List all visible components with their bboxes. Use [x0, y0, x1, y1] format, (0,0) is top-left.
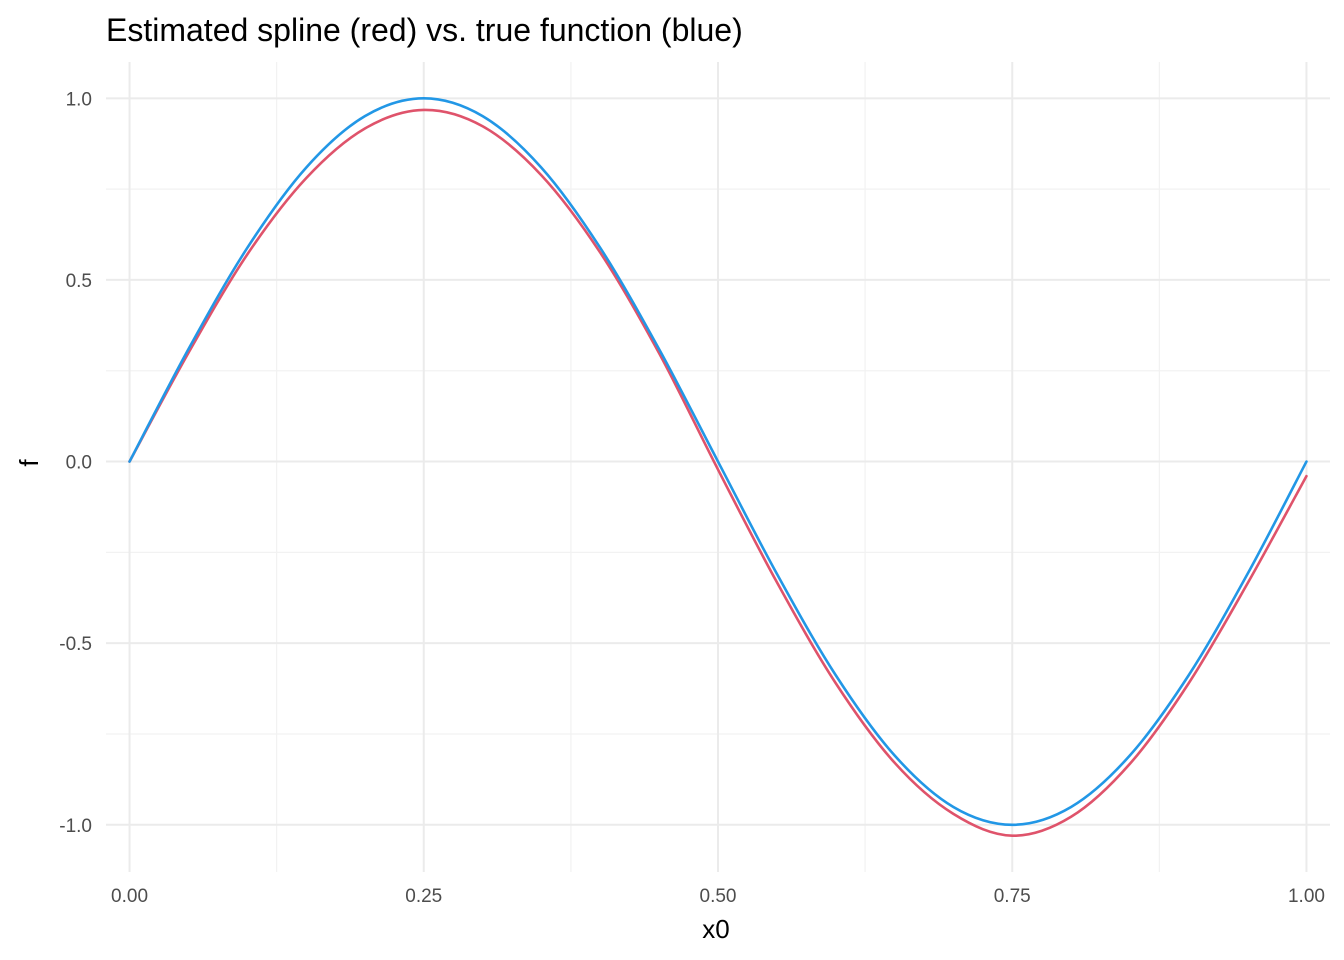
true-function-line — [128, 97, 1308, 827]
y-tick-label: -1.0 — [59, 816, 92, 837]
major-gridlines — [106, 62, 1330, 872]
x-tick-label: 0.75 — [994, 886, 1031, 907]
series-lines — [128, 97, 1308, 837]
x-tick-label: 0.50 — [700, 886, 737, 907]
x-axis-title: x0 — [702, 914, 729, 944]
y-tick-label: 0.0 — [66, 453, 92, 474]
x-tick-label: 1.00 — [1288, 886, 1325, 907]
estimated-spline-line — [128, 108, 1308, 837]
x-tick-label: 0.00 — [111, 886, 148, 907]
chart-title: Estimated spline (red) vs. true function… — [106, 12, 743, 48]
y-axis-ticks: -1.0 -0.5 0.0 0.5 1.0 — [59, 89, 92, 836]
x-tick-label: 0.25 — [405, 886, 442, 907]
y-tick-label: 0.5 — [66, 271, 92, 292]
y-tick-label: 1.0 — [66, 89, 92, 110]
x-axis-ticks: 0.00 0.25 0.50 0.75 1.00 — [111, 886, 1325, 907]
y-axis-title: f — [14, 459, 44, 467]
y-tick-label: -0.5 — [59, 634, 92, 655]
